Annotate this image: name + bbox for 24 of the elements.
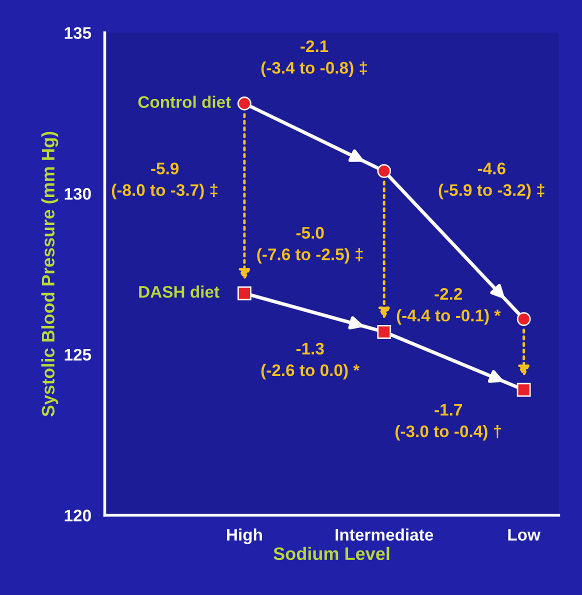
point (377, 164, 392, 178)
annotation: -5.9 (-8.0 to -3.7) ‡ (112, 162, 218, 200)
y-axis-title: Systolic Blood Pressure (mm Hg) (41, 132, 58, 416)
y-tick-label: 120 (64, 510, 91, 522)
annotation: -5.0 (-7.6 to -2.5) ‡ (257, 226, 363, 264)
y-tick-label: 130 (64, 188, 91, 200)
y-tick-label: 135 (64, 27, 92, 39)
point (237, 96, 252, 110)
y-tick-label: 125 (64, 348, 92, 361)
annotation: -2.1 (-3.4 to -0.8) ‡ (261, 40, 367, 78)
series-label: DASH diet (139, 286, 220, 298)
annotation: -4.6 (-5.9 to -3.2) ‡ (438, 162, 544, 200)
series-label: Control diet (138, 96, 231, 108)
annotation: -2.2 (-4.4 to -0.1) * (396, 288, 501, 325)
point (237, 286, 252, 300)
annotation: -1.3 (-2.6 to 0.0) * (261, 342, 360, 380)
annotation: -1.7 (-3.0 to -0.4) † (395, 404, 501, 441)
point (516, 382, 531, 397)
x-axis-title: Sodium Level (274, 546, 390, 560)
point (516, 312, 531, 326)
x-tick-label: Low (508, 529, 540, 541)
point (377, 324, 392, 339)
x-tick-label: High (227, 528, 262, 544)
x-tick-label: Intermediate (336, 528, 434, 541)
